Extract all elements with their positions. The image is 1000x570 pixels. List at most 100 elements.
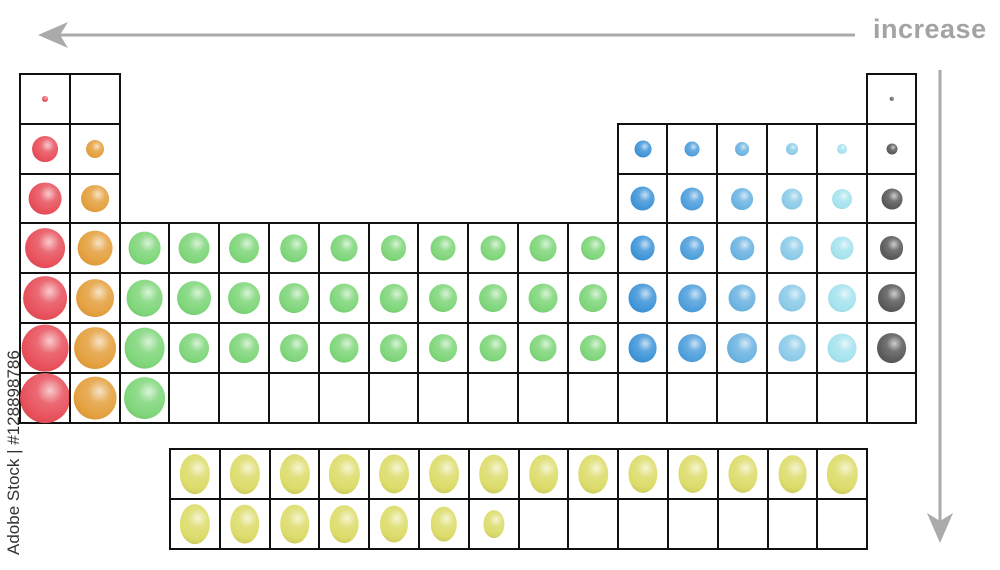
atom-sphere (680, 236, 705, 261)
element-cell (816, 497, 869, 550)
atom-sphere (479, 284, 508, 313)
atom-sphere (580, 236, 605, 261)
atom-sphere (827, 333, 857, 363)
atom-sphere (830, 236, 854, 260)
atom-sphere (881, 188, 903, 210)
atom-sphere (628, 283, 658, 313)
atom-sphere (876, 333, 907, 363)
atom-sphere (731, 187, 754, 210)
atom-sphere (678, 334, 707, 362)
element-cell (68, 73, 121, 125)
atom-sphere (229, 454, 260, 494)
atom-sphere (280, 334, 308, 362)
atom-sphere (886, 143, 898, 155)
atom-sphere (230, 504, 260, 544)
atom-sphere (630, 186, 656, 212)
atom-sphere (73, 376, 117, 420)
atom-sphere (80, 184, 109, 213)
element-cell (716, 122, 768, 175)
atom-sphere (329, 283, 359, 313)
element-cell (268, 371, 320, 424)
element-cell (467, 371, 519, 424)
atom-sphere (25, 228, 65, 269)
atom-sphere (279, 283, 309, 314)
atom-sphere (279, 504, 310, 544)
atom-sphere (228, 282, 261, 315)
atom-sphere (75, 279, 114, 318)
element-cell (616, 371, 669, 424)
element-cell (417, 371, 470, 424)
atom-sphere (429, 284, 458, 313)
atom-sphere (229, 333, 260, 363)
atom-sphere (329, 454, 360, 494)
element-cell (517, 371, 569, 424)
atom-sphere (728, 454, 758, 494)
atom-sphere (684, 141, 700, 157)
atom-sphere (678, 284, 707, 312)
atom-sphere (730, 236, 754, 261)
atom-sphere (380, 505, 409, 543)
element-cell (766, 371, 818, 424)
atom-sphere (578, 284, 607, 313)
atom-sphere (126, 279, 164, 317)
atom-sphere (836, 143, 847, 154)
atom-sphere (630, 235, 656, 261)
element-cell (566, 371, 619, 424)
element-cell (218, 371, 270, 424)
element-cell (716, 371, 768, 424)
atom-sphere (23, 276, 67, 321)
atom-sphere (429, 454, 459, 494)
atom-sphere (178, 232, 210, 264)
atom-sphere (781, 188, 803, 210)
atom-sphere (778, 334, 806, 362)
atom-sphere (21, 324, 69, 372)
atom-sphere (123, 376, 166, 419)
element-cell (716, 497, 769, 550)
atom-sphere (735, 141, 750, 156)
atom-sphere (889, 96, 894, 102)
element-cell (766, 497, 819, 550)
atom-sphere (877, 284, 906, 313)
atom-sphere (528, 283, 558, 313)
atom-sphere (528, 454, 559, 494)
atom-sphere (827, 454, 858, 494)
atom-sphere (827, 284, 856, 313)
element-cell (168, 371, 221, 424)
atom-sphere (179, 333, 210, 363)
atom-sphere (778, 284, 806, 312)
atom-sphere (529, 334, 557, 362)
atom-sphere (179, 503, 211, 544)
element-cell (667, 497, 719, 550)
atom-sphere (124, 327, 166, 369)
atom-sphere (32, 135, 58, 162)
atom-sphere (229, 233, 260, 264)
atom-sphere (177, 281, 212, 316)
atom-sphere (831, 188, 852, 209)
watermark: Adobe Stock | #128898786 (4, 350, 23, 555)
atom-sphere (429, 334, 458, 362)
atom-sphere (28, 182, 62, 216)
atom-sphere (380, 235, 407, 262)
element-cell (865, 371, 918, 424)
atom-sphere (634, 140, 652, 158)
atom-sphere (430, 506, 458, 542)
increase-label: increase (873, 14, 987, 44)
atom-sphere (330, 234, 358, 262)
atom-sphere (678, 454, 708, 494)
atom-sphere (42, 96, 48, 102)
element-cell (567, 497, 620, 550)
atom-sphere (279, 454, 310, 494)
element-cell (367, 371, 420, 424)
atom-sphere (727, 333, 758, 363)
atom-sphere (77, 230, 113, 266)
element-cell (815, 371, 868, 424)
atom-sphere (780, 236, 804, 261)
atom-sphere (20, 372, 70, 423)
atom-sphere (578, 454, 609, 494)
atom-sphere (128, 231, 162, 265)
atom-sphere (680, 187, 704, 211)
atom-sphere (483, 509, 505, 538)
atom-sphere (786, 142, 798, 155)
vertical-arrow (927, 70, 953, 543)
